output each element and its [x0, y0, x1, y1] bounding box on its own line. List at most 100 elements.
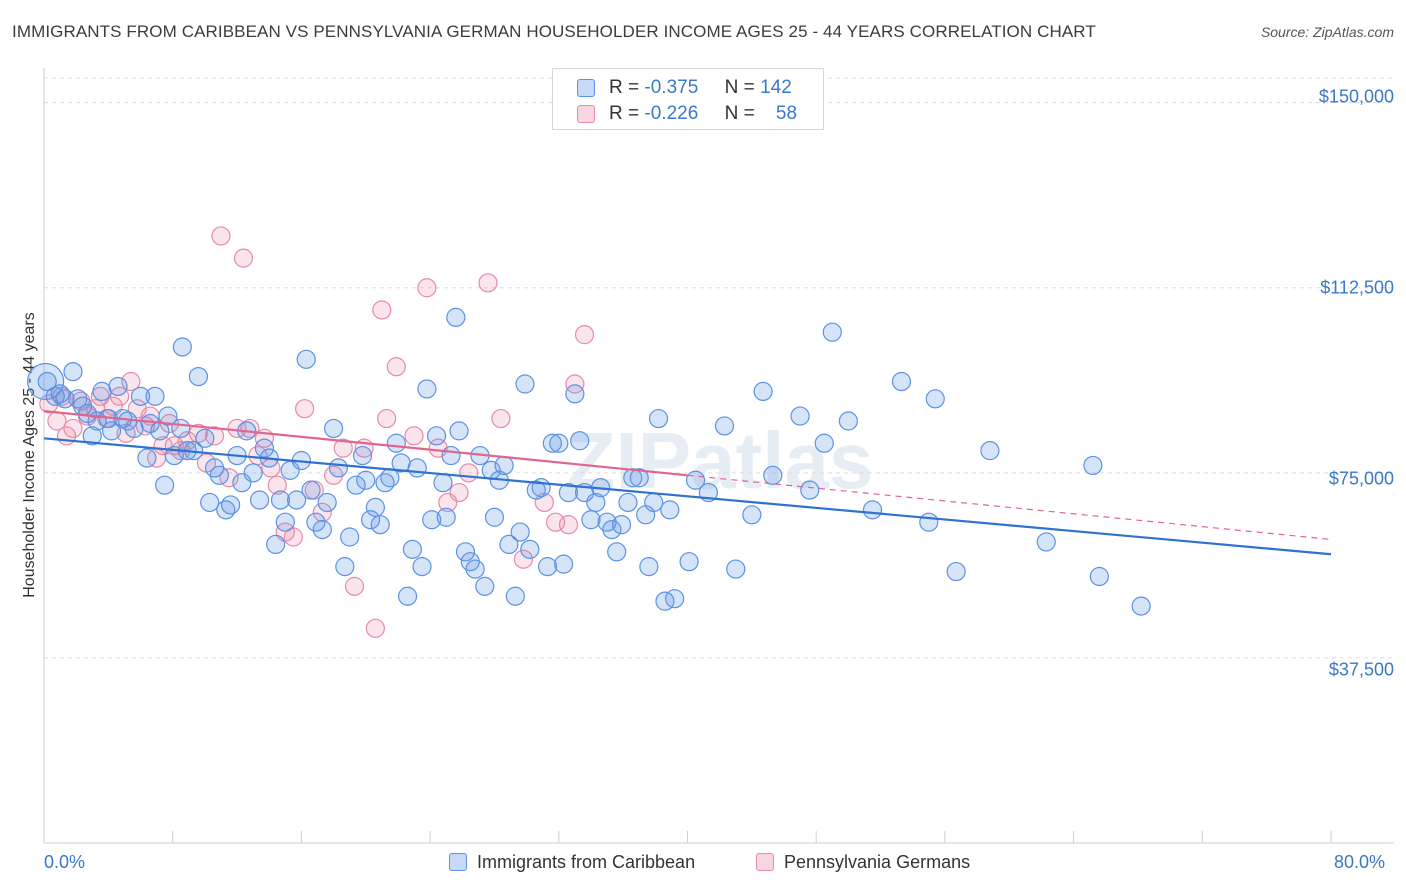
- pa-german-point: [558, 515, 579, 535]
- caribbean-point: [1083, 455, 1103, 476]
- caribbean-point: [446, 307, 466, 327]
- legend-swatch-blue: [577, 79, 595, 97]
- caribbean-point: [436, 507, 456, 527]
- legend-swatch-pink: [756, 853, 774, 871]
- caribbean-point: [742, 505, 762, 525]
- chart-title: IMMIGRANTS FROM CARIBBEAN VS PENNSYLVANI…: [12, 22, 1096, 41]
- caribbean-point: [407, 458, 427, 478]
- pa-german-point: [233, 248, 254, 268]
- caribbean-point: [925, 389, 945, 409]
- caribbean-point: [822, 322, 842, 342]
- caribbean-point: [200, 492, 220, 513]
- legend-item-pa-german: Pennsylvania Germans: [756, 852, 970, 873]
- caribbean-point: [195, 428, 215, 448]
- caribbean-point: [665, 589, 685, 609]
- caribbean-point: [397, 586, 418, 606]
- caribbean-point: [565, 384, 585, 404]
- caribbean-point: [520, 539, 540, 559]
- caribbean-point: [862, 500, 883, 520]
- caribbean-point: [455, 542, 476, 562]
- pa-german-point: [283, 527, 303, 547]
- caribbean-point: [919, 512, 939, 532]
- caribbean-point: [346, 475, 366, 495]
- caribbean-point: [63, 362, 83, 382]
- caribbean-point: [838, 411, 858, 431]
- y-tick-label: $150,000: [1318, 86, 1394, 107]
- caribbean-point: [145, 386, 165, 406]
- caribbean-point: [275, 512, 295, 532]
- caribbean-point: [639, 557, 659, 577]
- caribbean-point: [317, 492, 337, 513]
- correlation-legend: R = -0.375 N = 142 R = -0.226 N = 58: [552, 68, 824, 130]
- caribbean-point: [137, 448, 157, 468]
- caribbean-point: [714, 416, 735, 436]
- pa-german-point: [312, 502, 332, 522]
- legend-label: Immigrants from Caribbean: [477, 852, 696, 872]
- caribbean-point: [763, 465, 783, 485]
- pa-german-point: [459, 463, 479, 483]
- legend-swatch-pink: [577, 105, 595, 123]
- pa-german-point: [344, 576, 365, 596]
- caribbean-point: [124, 418, 144, 439]
- caribbean-point: [221, 495, 241, 515]
- caribbean-point: [402, 539, 423, 559]
- caribbean-point: [891, 371, 912, 392]
- caribbean-point: [433, 473, 453, 493]
- pa-german-point: [404, 426, 424, 446]
- caribbean-point: [449, 421, 469, 441]
- caribbean-point: [499, 534, 519, 555]
- caribbean-point: [644, 492, 664, 513]
- x-tick-label-max: 80.0%: [1334, 852, 1386, 872]
- pa-german-point: [574, 325, 595, 345]
- caribbean-point: [549, 433, 569, 453]
- caribbean-point: [270, 490, 291, 510]
- caribbean-point: [465, 559, 485, 579]
- caribbean-point: [306, 512, 326, 532]
- legend-r-label: R =: [609, 103, 640, 124]
- caribbean-point: [365, 497, 386, 517]
- y-tick-label: $75,000: [1328, 468, 1394, 489]
- x-tick-label-min: 0.0%: [44, 852, 86, 872]
- legend-item-caribbean: Immigrants from Caribbean: [449, 852, 695, 873]
- caribbean-point: [1131, 596, 1151, 616]
- y-tick-label: $37,500: [1328, 659, 1394, 680]
- pa-german-trend-extension: [687, 474, 1332, 541]
- caribbean-point: [611, 515, 632, 535]
- caribbean-point: [323, 418, 344, 439]
- caribbean-point: [108, 376, 128, 397]
- caribbean-point: [494, 455, 514, 476]
- caribbean-point: [417, 379, 437, 399]
- caribbean-point: [27, 362, 65, 401]
- caribbean-point: [158, 406, 178, 426]
- caribbean-point: [155, 475, 175, 495]
- caribbean-point: [505, 586, 525, 606]
- caribbean-point: [82, 426, 102, 446]
- caribbean-point: [380, 468, 400, 488]
- caribbean-point: [301, 480, 321, 500]
- caribbean-point: [249, 490, 270, 510]
- caribbean-trend-line: [43, 437, 1332, 556]
- caribbean-point: [726, 559, 746, 579]
- pa-german-point: [110, 386, 130, 406]
- caribbean-point: [946, 561, 966, 582]
- chart-source: Source: ZipAtlas.com: [1260, 24, 1394, 40]
- caribbean-point: [171, 418, 191, 439]
- pa-german-trend-line: [43, 410, 688, 477]
- legend-n-value: 58: [775, 103, 798, 124]
- pa-german-point: [121, 371, 141, 392]
- caribbean-point: [335, 557, 355, 577]
- caribbean-point: [558, 482, 579, 503]
- legend-n-label: N =: [724, 103, 755, 124]
- caribbean-point: [581, 510, 601, 530]
- pa-german-point: [478, 273, 498, 293]
- caribbean-point: [360, 510, 381, 530]
- pa-german-point: [333, 438, 353, 458]
- caribbean-point: [660, 500, 680, 520]
- caribbean-point: [352, 445, 373, 466]
- caribbean-point: [542, 433, 562, 453]
- caribbean-point: [484, 507, 505, 527]
- pa-german-point: [386, 357, 406, 377]
- caribbean-point: [790, 406, 810, 426]
- caribbean-point: [243, 463, 263, 483]
